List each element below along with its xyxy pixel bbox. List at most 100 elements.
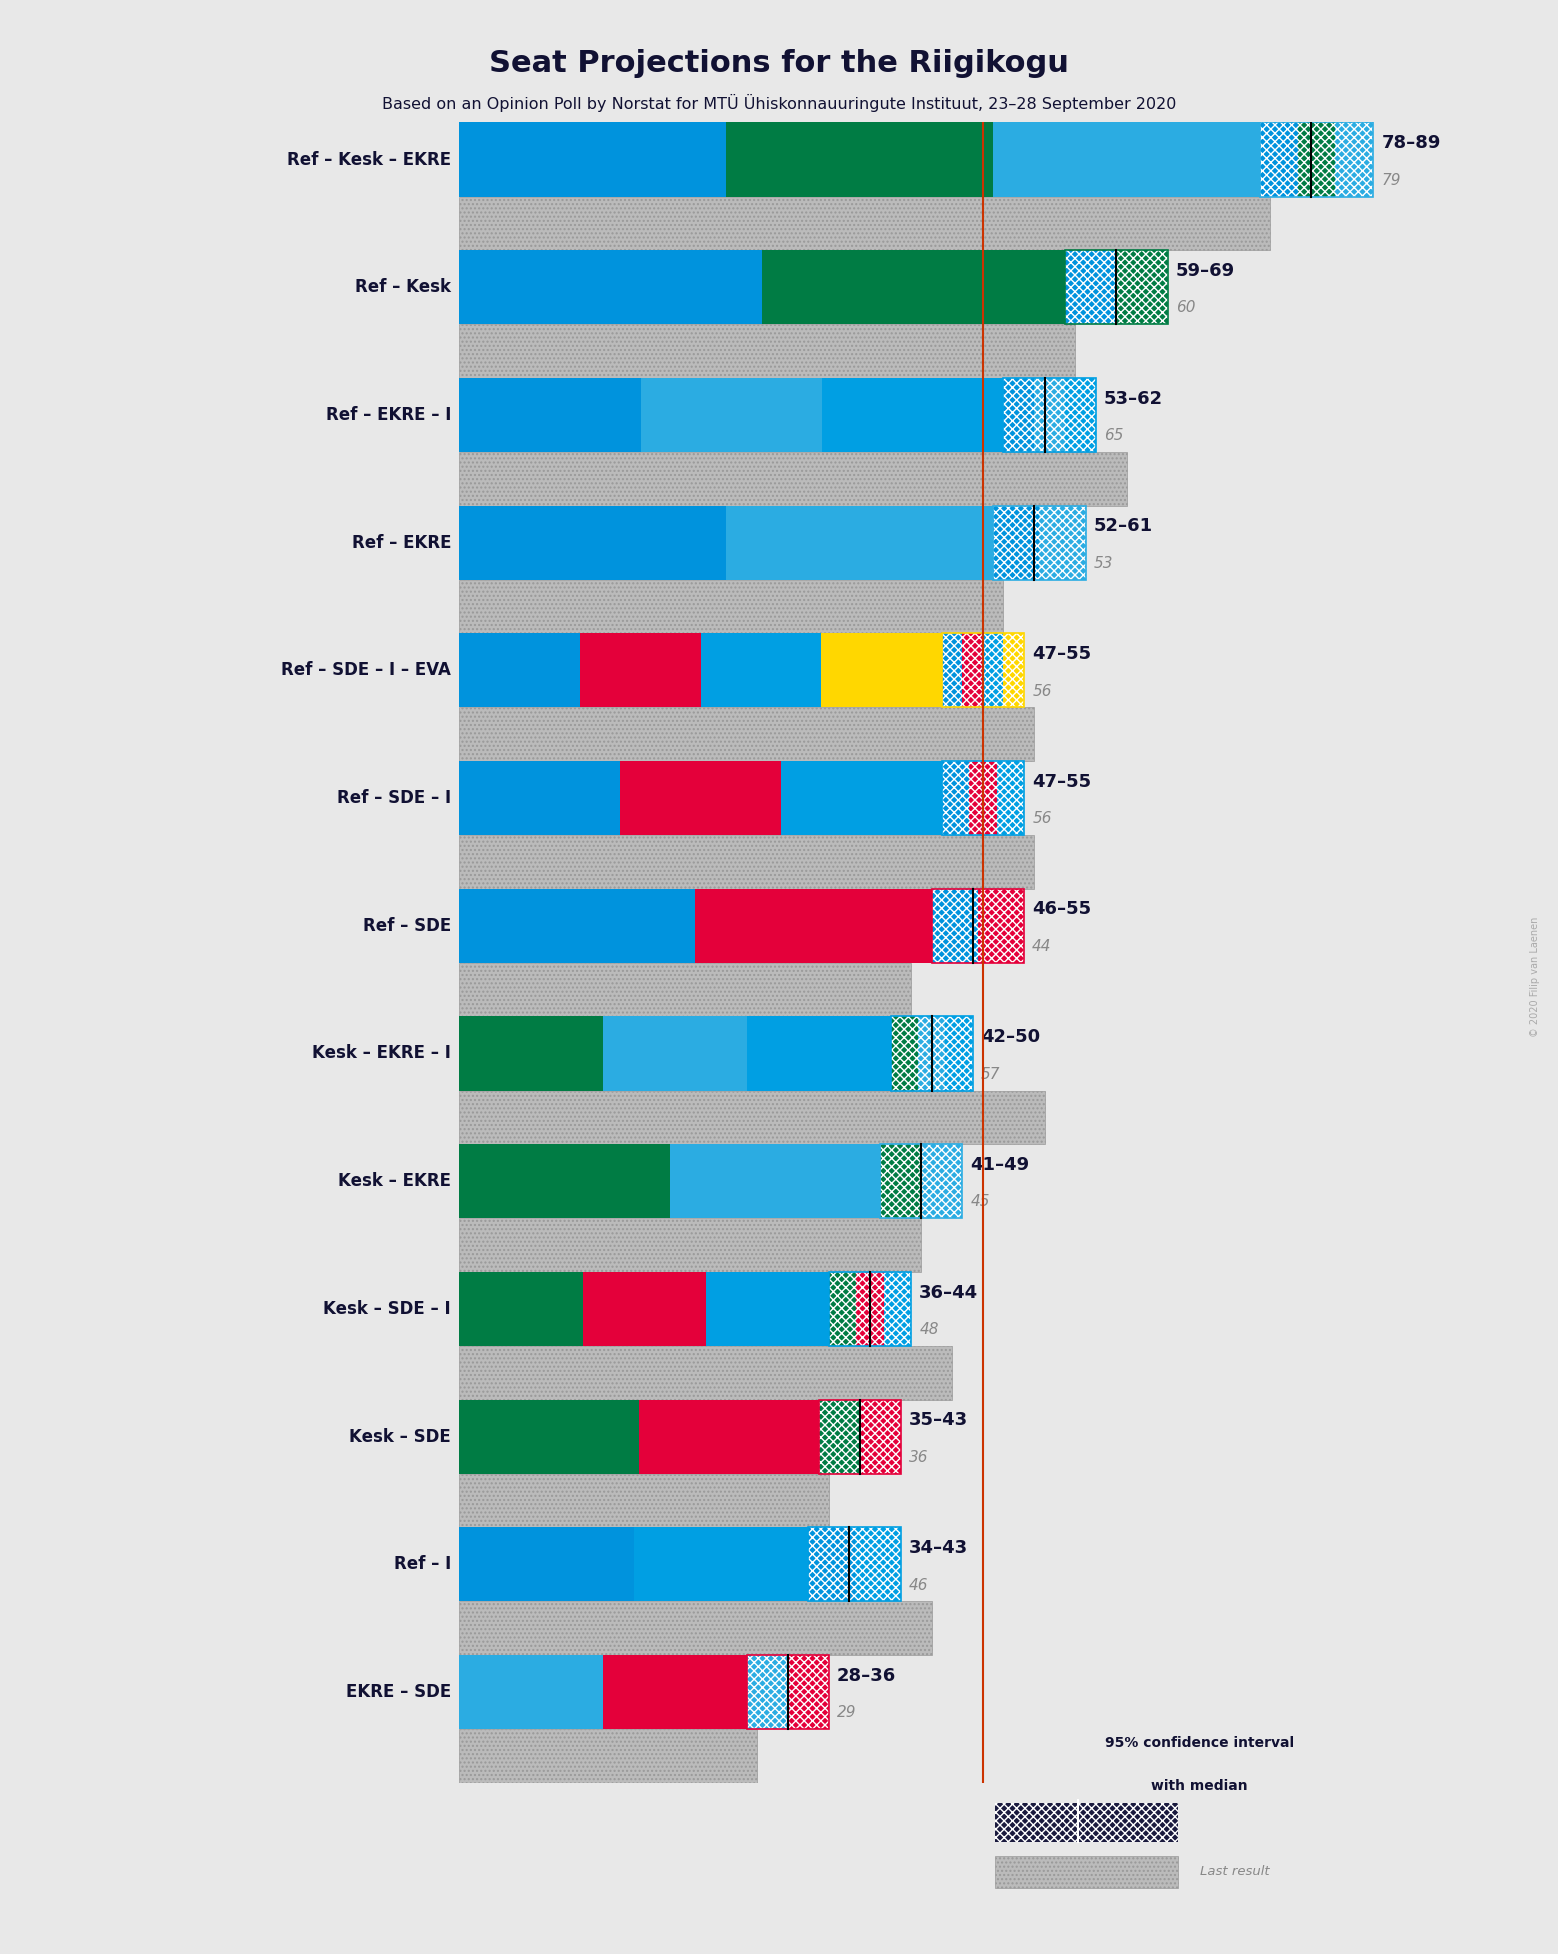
Bar: [860, 1399, 901, 1473]
Bar: [978, 889, 1024, 963]
Bar: [969, 760, 997, 834]
Bar: [880, 1145, 921, 1217]
Text: 57: 57: [982, 1067, 1000, 1083]
Text: Ref – I: Ref – I: [394, 1555, 452, 1573]
Bar: [921, 1145, 963, 1217]
Bar: [460, 197, 1270, 250]
Text: 78–89: 78–89: [1382, 135, 1441, 152]
Bar: [943, 633, 963, 707]
Bar: [695, 889, 932, 963]
Text: 53: 53: [1094, 555, 1114, 571]
Bar: [983, 633, 1003, 707]
Text: 41–49: 41–49: [971, 1157, 1030, 1174]
Text: 36: 36: [908, 1450, 929, 1466]
Bar: [788, 1655, 829, 1729]
Bar: [1117, 250, 1167, 324]
Bar: [829, 1272, 911, 1346]
Bar: [809, 1528, 855, 1602]
Bar: [1335, 123, 1373, 197]
Bar: [943, 633, 1024, 707]
Bar: [580, 633, 701, 707]
Bar: [855, 1528, 901, 1602]
Bar: [726, 123, 992, 197]
Bar: [946, 1016, 972, 1090]
Bar: [932, 889, 978, 963]
Text: 65: 65: [1105, 428, 1123, 444]
Bar: [1003, 377, 1095, 451]
Bar: [460, 760, 620, 834]
Bar: [639, 1399, 818, 1473]
Bar: [818, 1399, 860, 1473]
Bar: [460, 889, 695, 963]
Text: Ref – Kesk: Ref – Kesk: [355, 277, 452, 297]
Bar: [992, 506, 1086, 580]
Bar: [994, 1804, 1178, 1843]
Bar: [701, 633, 821, 707]
Bar: [983, 633, 1003, 707]
Bar: [746, 1655, 788, 1729]
Bar: [823, 377, 1003, 451]
Bar: [992, 506, 1039, 580]
Bar: [460, 324, 1075, 377]
Bar: [857, 1272, 883, 1346]
Bar: [818, 1399, 901, 1473]
Text: 42–50: 42–50: [982, 1028, 1041, 1045]
Bar: [460, 1399, 639, 1473]
Bar: [746, 1655, 788, 1729]
Bar: [992, 506, 1039, 580]
Text: 28–36: 28–36: [837, 1667, 896, 1684]
Bar: [997, 760, 1024, 834]
Text: 79: 79: [1382, 172, 1401, 188]
Bar: [946, 1016, 972, 1090]
Bar: [460, 1346, 952, 1399]
Bar: [762, 250, 1066, 324]
Bar: [460, 1655, 603, 1729]
Bar: [855, 1528, 901, 1602]
Bar: [460, 1217, 921, 1272]
Bar: [891, 1016, 918, 1090]
Text: 52–61: 52–61: [1094, 518, 1153, 535]
Bar: [706, 1272, 829, 1346]
Bar: [963, 633, 983, 707]
Text: 36–44: 36–44: [919, 1284, 978, 1301]
Text: 60: 60: [1176, 301, 1195, 315]
Bar: [746, 1655, 829, 1729]
Bar: [880, 1145, 921, 1217]
Text: 59–69: 59–69: [1176, 262, 1235, 279]
Text: Ref – EKRE – I: Ref – EKRE – I: [326, 406, 452, 424]
Bar: [932, 889, 978, 963]
Bar: [1039, 506, 1086, 580]
Bar: [1298, 123, 1335, 197]
Bar: [460, 963, 911, 1016]
Bar: [460, 1473, 829, 1528]
Bar: [978, 889, 1024, 963]
Bar: [891, 1016, 972, 1090]
Bar: [1003, 633, 1024, 707]
Bar: [994, 1856, 1178, 1888]
Bar: [918, 1016, 946, 1090]
Bar: [992, 123, 1260, 197]
Text: Ref – SDE: Ref – SDE: [363, 916, 452, 934]
Bar: [943, 760, 969, 834]
Text: 35–43: 35–43: [908, 1411, 968, 1428]
Bar: [726, 506, 992, 580]
Bar: [821, 633, 943, 707]
Text: 95% confidence interval: 95% confidence interval: [1105, 1737, 1295, 1751]
Text: Seat Projections for the Riigikogu: Seat Projections for the Riigikogu: [489, 49, 1069, 78]
Bar: [1066, 250, 1117, 324]
Bar: [1035, 377, 1066, 451]
Bar: [460, 707, 1035, 760]
Bar: [460, 1016, 603, 1090]
Bar: [1260, 123, 1373, 197]
Bar: [603, 1016, 746, 1090]
Text: 56: 56: [1033, 684, 1052, 700]
Bar: [1003, 633, 1024, 707]
Bar: [460, 1528, 634, 1602]
Bar: [603, 1655, 746, 1729]
Bar: [620, 760, 781, 834]
Bar: [860, 1399, 901, 1473]
Bar: [460, 123, 726, 197]
Bar: [932, 889, 1024, 963]
Bar: [788, 1655, 829, 1729]
Bar: [883, 1272, 911, 1346]
